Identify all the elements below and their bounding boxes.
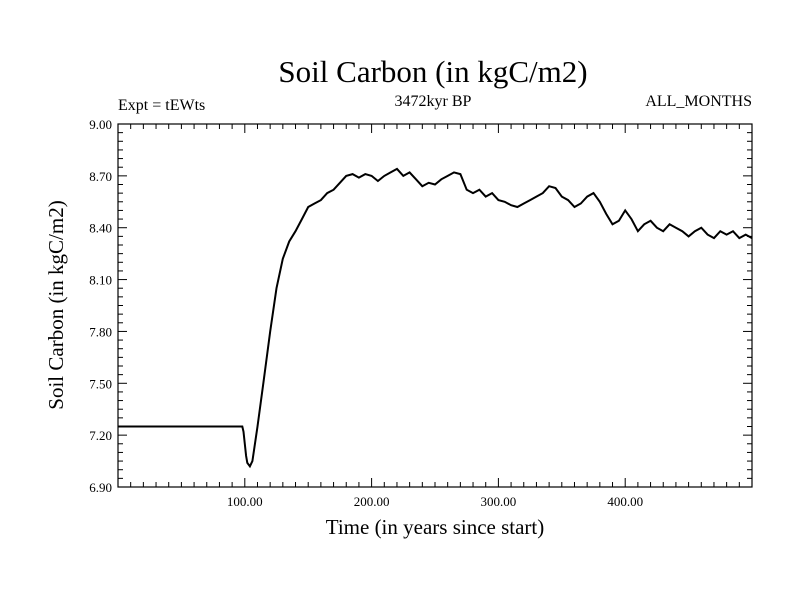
x-tick-label: 200.00 bbox=[354, 494, 390, 509]
y-tick-label: 7.20 bbox=[89, 428, 112, 443]
y-tick-label: 8.70 bbox=[89, 169, 112, 184]
y-tick-label: 6.90 bbox=[89, 480, 112, 495]
x-axis: 100.00 200.00 300.00 400.00 bbox=[130, 124, 740, 509]
x-axis-label: Time (in years since start) bbox=[326, 515, 545, 539]
y-tick-label: 7.50 bbox=[89, 376, 112, 391]
plot-frame bbox=[117, 123, 753, 488]
chart-title: Soil Carbon (in kgC/m2) bbox=[278, 54, 587, 89]
y-tick-label: 7.80 bbox=[89, 324, 112, 339]
y-tick-label: 8.10 bbox=[89, 273, 112, 288]
months-label: ALL_MONTHS bbox=[645, 93, 752, 110]
experiment-label: Expt = tEWts bbox=[118, 97, 205, 114]
y-tick-label: 9.00 bbox=[89, 117, 112, 132]
x-tick-label: 400.00 bbox=[607, 494, 643, 509]
soil-carbon-line bbox=[118, 167, 753, 469]
y-axis-label: Soil Carbon (in kgC/m2) bbox=[44, 200, 68, 409]
y-axis: 6.90 7.20 7.50 7.80 8.10 8.40 8.70 9.00 bbox=[89, 117, 752, 495]
x-tick-label: 300.00 bbox=[481, 494, 517, 509]
y-tick-label: 8.40 bbox=[89, 221, 112, 236]
x-tick-label: 100.00 bbox=[227, 494, 263, 509]
chart-subtitle: 3472kyr BP bbox=[395, 93, 472, 110]
